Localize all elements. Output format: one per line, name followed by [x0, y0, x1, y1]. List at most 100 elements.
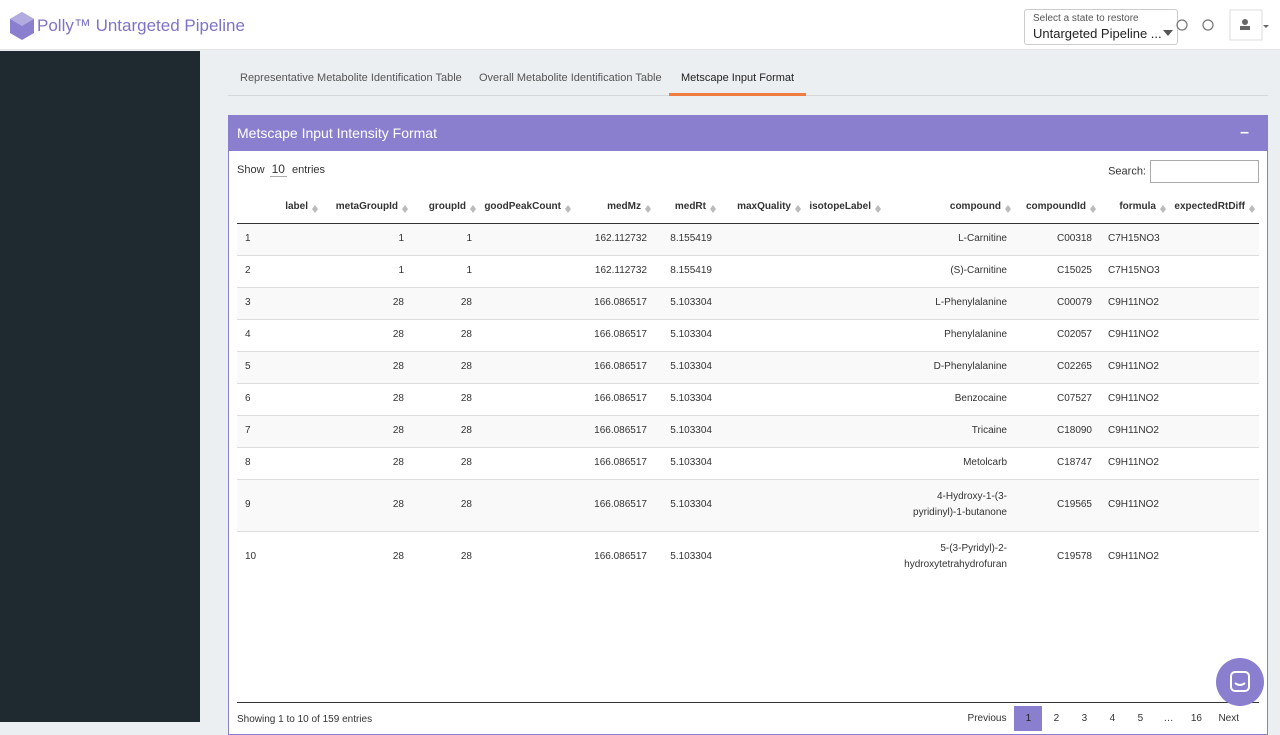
column-header[interactable]: maxQuality — [720, 191, 805, 224]
table-cell: 6 — [237, 382, 280, 415]
table-cell: 2 — [237, 254, 280, 287]
table-cell — [805, 254, 885, 287]
length-control: Show 10 entries — [237, 162, 325, 177]
page-button[interactable]: 5 — [1137, 713, 1144, 724]
page-button[interactable]: 16 — [1190, 713, 1202, 724]
table-cell: C02057 — [1015, 318, 1100, 351]
page-button[interactable]: 1 — [1014, 706, 1043, 731]
panel: Metscape Input Intensity Format – Show 10… — [228, 115, 1268, 735]
table-cell: 28 — [322, 478, 412, 531]
column-header[interactable]: medMz — [575, 191, 655, 224]
table-cell: D-Phenylalanine — [885, 350, 1015, 383]
table-cell — [480, 222, 575, 255]
page-button[interactable]: Next — [1218, 713, 1239, 724]
table-cell — [480, 350, 575, 383]
table-cell: 7 — [237, 414, 280, 447]
table-cell — [480, 254, 575, 287]
table-cell — [1170, 446, 1259, 479]
table-cell — [720, 286, 805, 319]
column-header[interactable]: metaGroupId — [322, 191, 412, 224]
table-cell: 9 — [237, 478, 280, 531]
table-cell: 28 — [322, 414, 412, 447]
tab[interactable]: Overall Metabolite Identification Table — [479, 72, 662, 84]
table-cell: 1 — [322, 222, 412, 255]
table-cell: 1 — [322, 254, 412, 287]
table-cell: 166.086517 — [575, 530, 655, 583]
table-cell: C9H11NO2 — [1100, 286, 1170, 319]
column-header[interactable]: compound — [885, 191, 1015, 224]
column-header[interactable]: compoundId — [1015, 191, 1100, 224]
table-cell: 5.103304 — [655, 382, 720, 415]
state-value: Untargeted Pipeline ... — [1033, 26, 1161, 41]
table-cell: 8 — [237, 446, 280, 479]
table-row: 1 1 1 162.112732 8.155419 L-Carnitine C00318 C7… — [237, 222, 1259, 255]
column-header[interactable]: goodPeakCount — [480, 191, 575, 224]
data-table: label metaGroupId groupId goodPeakCount medM… — [237, 191, 1259, 583]
table-cell: 1 — [412, 254, 480, 287]
column-header[interactable]: formula — [1100, 191, 1170, 224]
length-select[interactable]: 10 — [269, 162, 287, 177]
column-header[interactable]: groupId — [412, 191, 480, 224]
table-row: 7 28 28 166.086517 5.103304 Tricaine C18090 C9H… — [237, 414, 1259, 447]
table-cell: L-Carnitine — [885, 222, 1015, 255]
table-cell — [280, 350, 322, 383]
table-cell — [1170, 318, 1259, 351]
table-cell: 28 — [412, 286, 480, 319]
table-cell — [280, 318, 322, 351]
search: Search: — [1108, 160, 1259, 183]
table-cell: 1 — [412, 222, 480, 255]
column-header[interactable]: medRt — [655, 191, 720, 224]
table-cell: C19565 — [1015, 478, 1100, 531]
table-cell — [1170, 222, 1259, 255]
table-row: 10 28 28 166.086517 5.103304 5-(3-Pyridyl)-2-… — [237, 530, 1259, 583]
chat-icon — [1230, 671, 1250, 692]
page-button[interactable]: 2 — [1053, 713, 1060, 724]
table-cell: 5 — [237, 350, 280, 383]
table-cell — [805, 446, 885, 479]
table-row: 6 28 28 166.086517 5.103304 Benzocaine C07527 C… — [237, 382, 1259, 415]
page-button[interactable]: Previous — [967, 713, 1007, 724]
table-cell: 28 — [322, 382, 412, 415]
tab[interactable]: Representative Metabolite Identification… — [240, 72, 462, 84]
table-cell: 3 — [237, 286, 280, 319]
table-cell: 5.103304 — [655, 478, 720, 531]
table-cell — [805, 286, 885, 319]
table-cell: 28 — [412, 382, 480, 415]
column-header[interactable]: expectedRtDiff — [1170, 191, 1259, 224]
column-header[interactable]: label — [280, 191, 322, 224]
table-cell — [1170, 414, 1259, 447]
table-row: 8 28 28 166.086517 5.103304 Metolcarb C18747 C9… — [237, 446, 1259, 479]
table-cell — [1170, 530, 1259, 583]
table-row: 9 28 28 166.086517 5.103304 4-Hydroxy-1-(3-py… — [237, 478, 1259, 531]
table-cell — [1170, 382, 1259, 415]
app-title: Polly™ Untargeted Pipeline — [37, 16, 245, 35]
page-button[interactable]: 3 — [1081, 713, 1088, 724]
table-cell: 162.112732 — [575, 222, 655, 255]
table-cell — [280, 222, 322, 255]
tab[interactable]: Metscape Input Format — [669, 64, 807, 96]
chat-button[interactable] — [1216, 658, 1264, 706]
column-header[interactable]: isotopeLabel — [805, 191, 885, 224]
table-cell: C9H11NO2 — [1100, 350, 1170, 383]
table-cell — [720, 530, 805, 583]
table-cell: Phenylalanine — [885, 318, 1015, 351]
table-cell: C00079 — [1015, 286, 1100, 319]
table-cell: C02265 — [1015, 350, 1100, 383]
toolbar-icons[interactable] — [1175, 0, 1275, 50]
table-row: 5 28 28 166.086517 5.103304 D-Phenylalanine C0… — [237, 350, 1259, 383]
column-header — [237, 191, 280, 224]
state-label: Select a state to restore — [1033, 13, 1139, 24]
table-cell: C7H15NO3 — [1100, 254, 1170, 287]
search-input[interactable] — [1150, 160, 1259, 183]
table-cell: 5.103304 — [655, 414, 720, 447]
header-row: label metaGroupId groupId goodPeakCount medM… — [237, 191, 1259, 224]
tab-bar: Representative Metabolite Identification… — [228, 64, 1268, 96]
page-button[interactable]: 4 — [1109, 713, 1116, 724]
collapse-button[interactable]: – — [1240, 124, 1249, 141]
panel-title: Metscape Input Intensity Format — [237, 125, 437, 141]
table-cell: (S)-Carnitine — [885, 254, 1015, 287]
table-cell — [720, 254, 805, 287]
state-select[interactable]: Select a state to restore Untargeted Pip… — [1024, 9, 1178, 45]
table-cell: 5.103304 — [655, 530, 720, 583]
page-button[interactable]: … — [1163, 713, 1174, 724]
